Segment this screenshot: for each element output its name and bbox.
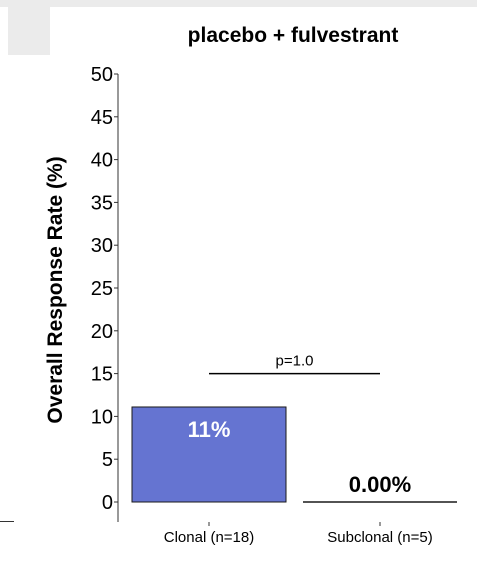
y-tick-label: 15: [91, 364, 113, 386]
y-tick-label: 5: [102, 449, 113, 471]
data-label: 11%: [188, 417, 231, 442]
y-tick-label: 10: [91, 406, 113, 428]
x-tick-label: Clonal (n=18): [164, 529, 254, 546]
p-value-label: p=1.0: [276, 353, 314, 370]
y-tick-label: 30: [91, 235, 113, 257]
bar: [131, 406, 287, 503]
x-tick-label: Subclonal (n=5): [327, 529, 432, 546]
annotations: p=1.0: [209, 353, 380, 375]
y-axis-title: Overall Response Rate (%): [44, 156, 67, 423]
y-ticks: 0 5 10 15 20 25 30 35 40 45 50: [91, 64, 118, 514]
y-tick-label: 40: [91, 150, 113, 172]
y-tick-label: 0: [102, 492, 113, 514]
y-tick-label: 20: [91, 321, 113, 343]
x-ticks: Clonal (n=18) Subclonal (n=5): [164, 522, 433, 546]
y-tick-label: 25: [91, 278, 113, 300]
bars: 11% 0.00%: [131, 406, 457, 503]
y-tick-label: 50: [91, 64, 113, 86]
y-tick-label: 45: [91, 107, 113, 129]
y-tick-label: 35: [91, 192, 113, 214]
data-label: 0.00%: [349, 472, 411, 497]
left-divider: [0, 521, 14, 522]
chart-title: placebo + fulvestrant: [188, 24, 399, 47]
corner-panel: [8, 7, 50, 55]
top-bar: [0, 0, 477, 7]
